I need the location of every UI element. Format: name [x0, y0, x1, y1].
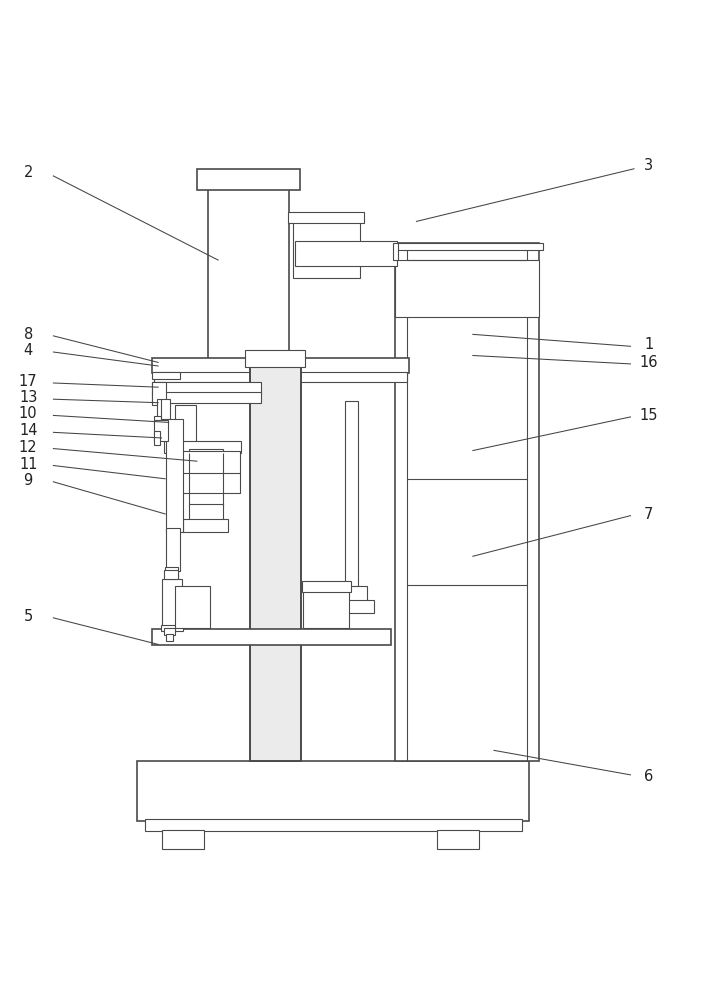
- Text: 1: 1: [644, 337, 654, 352]
- Bar: [303, 586, 349, 628]
- Bar: [152, 358, 409, 373]
- Bar: [173, 451, 240, 493]
- Text: 15: 15: [639, 408, 658, 423]
- Bar: [395, 243, 539, 761]
- Bar: [164, 628, 175, 635]
- Bar: [245, 350, 305, 367]
- Bar: [175, 405, 196, 472]
- Text: 10: 10: [19, 406, 37, 421]
- Bar: [154, 420, 168, 441]
- Text: 17: 17: [19, 374, 37, 389]
- Bar: [164, 570, 178, 579]
- Bar: [152, 382, 261, 394]
- Bar: [250, 366, 301, 761]
- Text: 11: 11: [19, 457, 37, 472]
- Bar: [197, 169, 300, 190]
- Bar: [337, 586, 367, 602]
- Bar: [163, 596, 180, 604]
- Bar: [437, 830, 479, 849]
- Bar: [391, 243, 543, 250]
- Bar: [345, 401, 358, 588]
- Bar: [183, 519, 228, 532]
- Bar: [157, 399, 170, 419]
- Bar: [166, 419, 183, 532]
- Text: 16: 16: [639, 355, 658, 370]
- Bar: [165, 567, 178, 599]
- Bar: [395, 260, 539, 317]
- Bar: [210, 359, 286, 367]
- Text: 14: 14: [19, 423, 37, 438]
- Text: 12: 12: [19, 440, 37, 455]
- Bar: [302, 581, 351, 592]
- Bar: [145, 819, 522, 831]
- Bar: [293, 222, 360, 278]
- Bar: [152, 629, 391, 645]
- Text: 6: 6: [644, 769, 654, 784]
- Bar: [162, 579, 182, 628]
- Text: 2: 2: [23, 165, 33, 180]
- Bar: [137, 761, 529, 821]
- Bar: [161, 625, 183, 631]
- Bar: [152, 382, 166, 405]
- Bar: [189, 504, 223, 521]
- Bar: [152, 392, 261, 403]
- Bar: [154, 416, 161, 425]
- Bar: [189, 449, 223, 507]
- Text: 9: 9: [23, 473, 33, 488]
- Bar: [154, 372, 407, 382]
- Text: 13: 13: [19, 390, 37, 405]
- Bar: [175, 586, 210, 628]
- Bar: [166, 528, 180, 570]
- Bar: [393, 243, 398, 260]
- Text: 7: 7: [644, 507, 654, 522]
- Bar: [154, 431, 160, 445]
- Bar: [162, 830, 204, 849]
- Bar: [208, 183, 289, 363]
- Text: 8: 8: [23, 327, 33, 342]
- Bar: [164, 441, 241, 453]
- Bar: [166, 634, 173, 641]
- Text: 4: 4: [23, 343, 33, 358]
- Bar: [164, 602, 177, 613]
- Text: 3: 3: [644, 158, 653, 173]
- Bar: [295, 241, 397, 266]
- Text: 5: 5: [23, 609, 33, 624]
- Bar: [250, 366, 301, 761]
- Bar: [288, 212, 364, 223]
- Bar: [152, 372, 180, 379]
- Bar: [330, 600, 374, 613]
